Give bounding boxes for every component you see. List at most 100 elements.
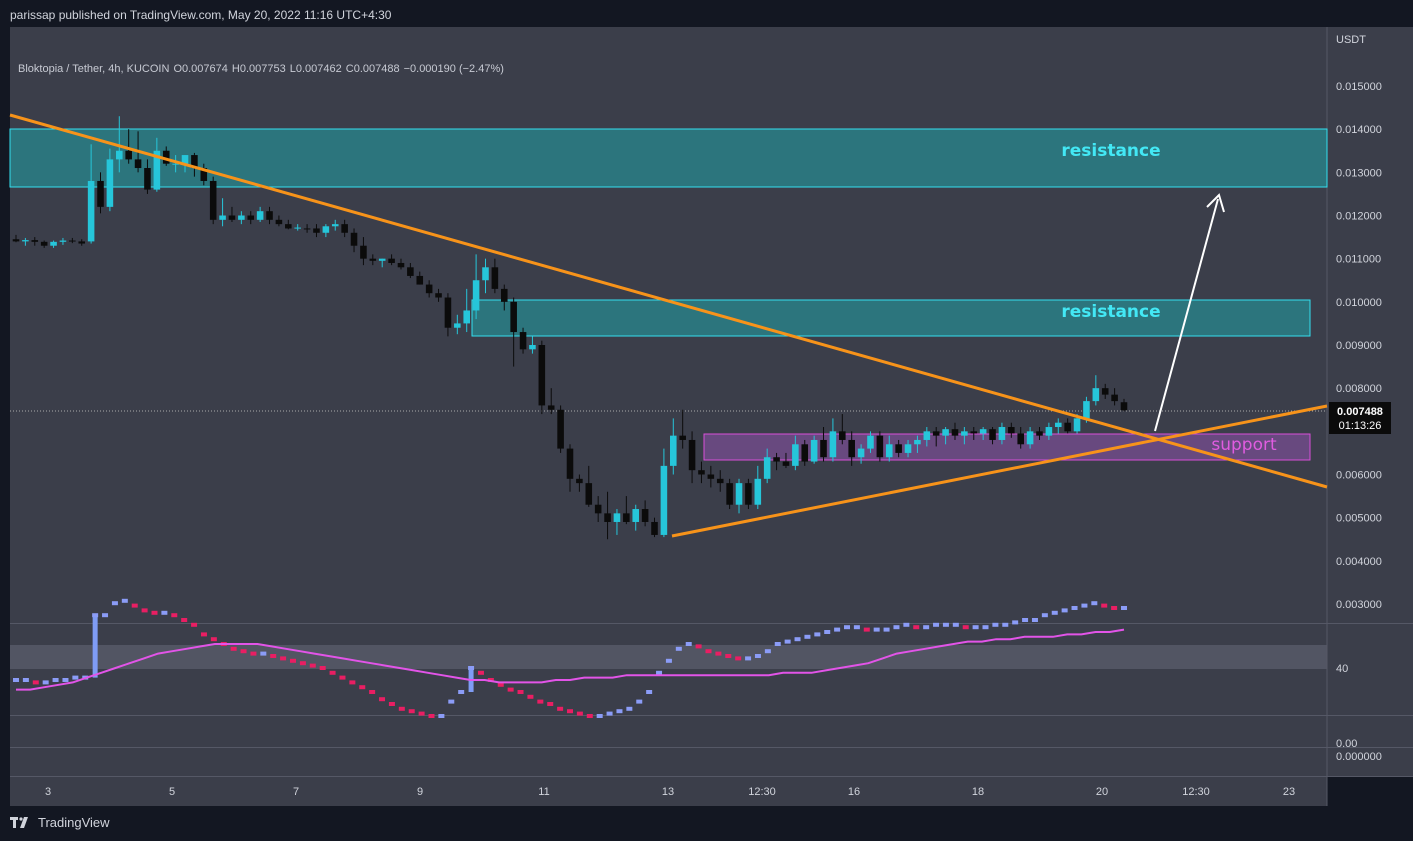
- oscillator-point: [844, 625, 850, 630]
- candle-body: [641, 509, 649, 522]
- candle-body: [191, 155, 198, 169]
- candle-body: [547, 405, 555, 410]
- oscillator-point: [468, 666, 475, 670]
- candle-body: [519, 332, 527, 350]
- candle-body: [153, 150, 161, 190]
- candle-body: [238, 215, 245, 220]
- candle-body: [181, 155, 189, 164]
- oscillator-point: [715, 651, 722, 656]
- candle-body: [707, 474, 715, 479]
- chart-area[interactable]: resistance resistance support 0.015000 0.…: [0, 27, 1413, 807]
- candle-body: [331, 224, 339, 227]
- candle-body: [50, 241, 57, 246]
- candle-body: [1008, 427, 1015, 434]
- footer-brand[interactable]: TradingView: [10, 815, 110, 830]
- resistance-label-upper: resistance: [1061, 141, 1160, 161]
- oscillator-point: [448, 699, 455, 704]
- oscillator-point: [1101, 603, 1108, 608]
- oscillator-point: [290, 658, 296, 663]
- oscillator-point: [428, 714, 435, 718]
- candle-body: [78, 241, 86, 244]
- candle-body: [397, 262, 405, 268]
- candle-body: [613, 513, 621, 522]
- oscillator-point: [1111, 606, 1118, 610]
- oscillator-point: [834, 627, 841, 632]
- last-price-value: 0.007488: [1337, 406, 1383, 418]
- candle-body: [670, 435, 677, 466]
- oscillator-point: [1091, 601, 1098, 606]
- oscillator-point: [1081, 603, 1088, 608]
- candle-body: [923, 431, 931, 440]
- oscillator-point: [873, 627, 880, 632]
- candlestick-chart[interactable]: resistance resistance support 0.0150000.…: [0, 27, 1413, 807]
- candle-body: [12, 239, 20, 242]
- oscillator-point: [487, 678, 494, 682]
- time-tick-label: 20: [1096, 786, 1108, 798]
- oscillator-point: [913, 625, 920, 630]
- candle-body: [1054, 422, 1062, 428]
- candle-body: [623, 513, 630, 522]
- oscillator-point: [1022, 618, 1029, 622]
- oscillator-point: [497, 682, 504, 687]
- oscillator-point: [72, 675, 79, 680]
- oscillator-point: [804, 634, 811, 639]
- oscillator-point: [794, 637, 801, 642]
- candle-body: [59, 240, 67, 242]
- oscillator-point: [695, 644, 702, 649]
- oscillator-point: [32, 680, 39, 685]
- oscillator-point: [329, 670, 336, 675]
- oscillator-point: [962, 625, 969, 630]
- candle-body: [1036, 431, 1043, 436]
- oscillator-point: [477, 670, 484, 675]
- indicator-tick-label: 40: [1336, 663, 1348, 675]
- oscillator-point: [1121, 606, 1127, 610]
- oscillator-point: [1061, 608, 1068, 613]
- candle-body: [745, 483, 752, 505]
- resistance-zone-lower[interactable]: [471, 299, 1311, 337]
- candle-body: [914, 439, 921, 445]
- ascending-trendline[interactable]: [671, 404, 1328, 538]
- candle-body: [566, 448, 574, 479]
- time-axis[interactable]: 3 5 7 9 11 13 12:30 16 18 20 12:30 23: [45, 786, 1295, 798]
- oscillator-point: [567, 709, 573, 714]
- candle-body: [773, 457, 780, 462]
- oscillator-point: [191, 622, 198, 627]
- candle-body: [857, 448, 865, 458]
- candle-body: [576, 478, 583, 484]
- candle-body: [1111, 394, 1118, 402]
- oscillator-point: [62, 678, 69, 682]
- oscillator-point: [52, 678, 59, 682]
- candle-body: [829, 431, 837, 458]
- oscillator-point: [121, 598, 128, 603]
- candle-body: [388, 258, 395, 263]
- candle-body: [369, 258, 377, 261]
- price-tick-label: 0.015000: [1336, 81, 1382, 93]
- oscillator-point: [557, 706, 564, 711]
- candle-body: [651, 521, 658, 535]
- time-axis-bg: [10, 776, 1327, 806]
- oscillator-point: [408, 709, 415, 714]
- candle-body: [87, 180, 95, 242]
- oscillator-point: [893, 625, 900, 630]
- open-value: 0.007674: [182, 63, 228, 75]
- candle-body: [416, 275, 424, 285]
- projection-arrow[interactable]: [1154, 198, 1219, 432]
- price-axis[interactable]: 0.015000 0.014000 0.013000 0.012000 0.011000…: [1336, 81, 1382, 611]
- oscillator-point: [270, 654, 277, 658]
- price-tick-label: 0.014000: [1336, 124, 1382, 136]
- candle-body: [256, 211, 264, 220]
- oscillator-point: [161, 610, 168, 615]
- low-value: 0.007462: [295, 63, 342, 75]
- indicator-tick-label: 0.000000: [1336, 751, 1382, 763]
- candle-body: [97, 180, 104, 207]
- oscillator-point: [824, 630, 831, 634]
- candle-body: [1120, 402, 1128, 411]
- candle-body: [463, 310, 470, 324]
- candle-body: [679, 435, 686, 440]
- candle-body: [266, 211, 273, 220]
- oscillator-point: [1041, 613, 1048, 618]
- descending-trendline[interactable]: [9, 113, 1328, 489]
- candle-body: [125, 150, 132, 160]
- oscillator-point: [230, 646, 237, 651]
- arrow-head-icon: [1206, 193, 1225, 213]
